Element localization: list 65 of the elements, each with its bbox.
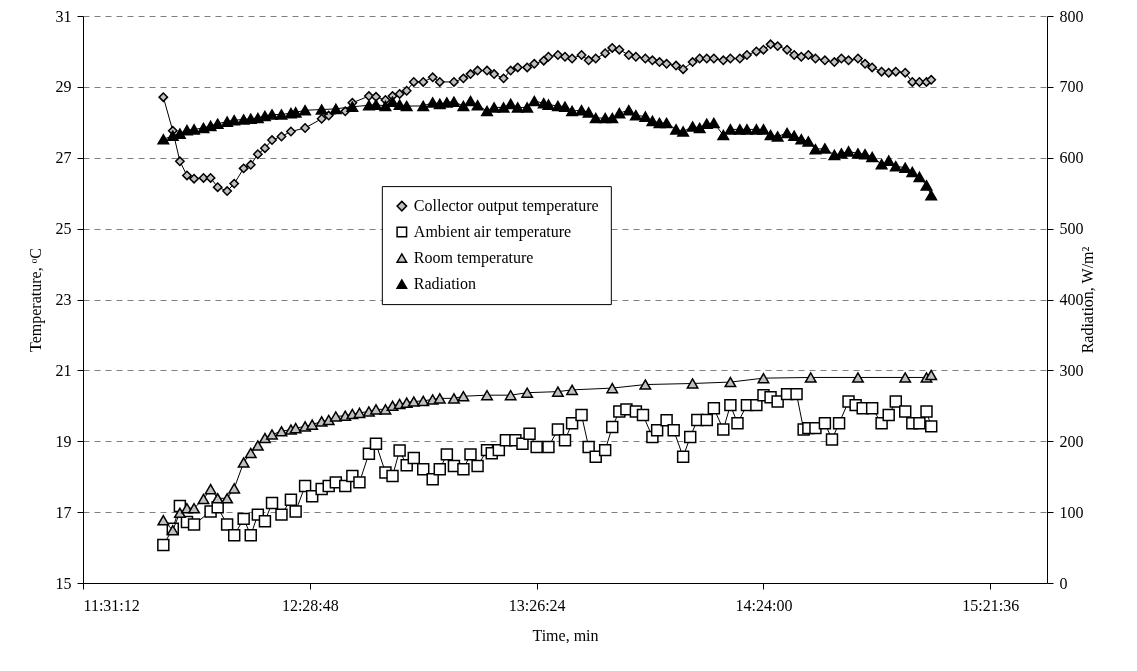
point (925, 369, 938, 381)
y2-tick-label: 100 (1059, 503, 1084, 521)
legend-label: Ambient air temperature (413, 223, 572, 242)
y-tick-label: 31 (55, 7, 72, 25)
point (369, 404, 382, 415)
y-tick-label: 25 (55, 220, 72, 238)
point (228, 483, 241, 494)
point (481, 389, 494, 401)
point (289, 422, 302, 434)
y2-tick-label: 0 (1059, 574, 1068, 592)
point (899, 372, 912, 383)
legend-label: Radiation (413, 275, 477, 293)
point (322, 414, 335, 426)
point (266, 429, 279, 440)
y-axis-title: Temperature, ᵒC (26, 248, 45, 352)
x-tick-label: 14:24:00 (735, 596, 793, 614)
x-tick-label: 15:21:36 (962, 596, 1020, 614)
point (329, 411, 342, 422)
point (237, 457, 250, 468)
point (251, 440, 264, 451)
y2-tick-label: 400 (1059, 291, 1084, 308)
point (521, 387, 534, 398)
point (447, 393, 460, 404)
x-tick-label: 13:26:24 (508, 596, 566, 614)
point (457, 390, 470, 402)
point (504, 389, 517, 401)
legend-label: Collector output temperature (413, 197, 599, 216)
y-tick-label: 17 (55, 503, 72, 521)
point (188, 502, 201, 514)
legend-label: Room temperature (413, 249, 534, 268)
y-tick-label: 23 (55, 291, 72, 308)
point (407, 396, 420, 407)
x-tick-label: 12:28:48 (281, 596, 339, 614)
y-tick-label: 15 (55, 574, 72, 592)
point (244, 447, 257, 459)
point (306, 419, 319, 430)
y2-tick-label: 600 (1059, 149, 1084, 167)
y-tick-label: 19 (55, 432, 72, 450)
y2-tick-label: 700 (1059, 78, 1084, 96)
y-tick-label: 21 (55, 361, 72, 379)
point (606, 382, 619, 394)
point (757, 372, 770, 384)
point (851, 372, 864, 383)
y2-tick-label: 500 (1059, 220, 1084, 238)
y-tick-label: 27 (55, 149, 72, 167)
y2-tick-label: 300 (1059, 361, 1084, 379)
point (686, 378, 699, 389)
y-tick-label: 29 (55, 78, 72, 96)
point (566, 384, 579, 396)
x-axis-title: Time, min (532, 626, 599, 644)
point (221, 493, 234, 504)
point (804, 372, 817, 383)
point (211, 493, 224, 504)
point (433, 393, 446, 404)
point (639, 379, 652, 390)
point (173, 507, 186, 519)
y2-tick-label: 200 (1059, 432, 1084, 450)
point (204, 483, 217, 495)
point (157, 514, 170, 526)
point (724, 376, 737, 388)
y2-tick-label: 800 (1059, 7, 1084, 25)
point (197, 493, 210, 505)
x-tick-label: 11:31:12 (83, 596, 140, 614)
point (275, 426, 288, 437)
point (551, 386, 564, 397)
